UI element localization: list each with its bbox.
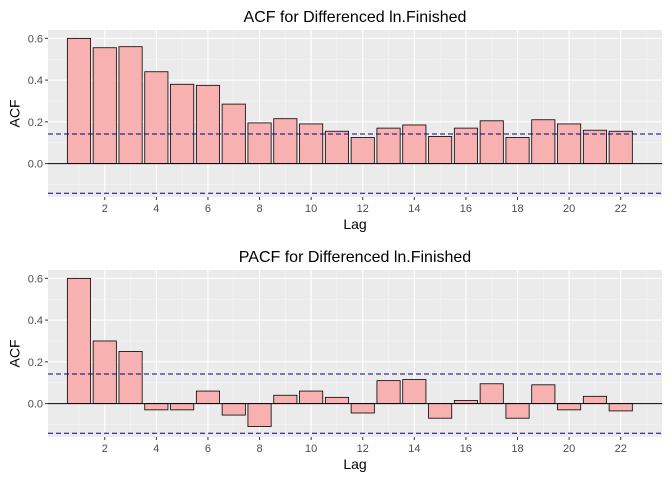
pacf-bar-lag-18 [505,403,530,419]
pacf-x-tick-label: 8 [256,443,262,455]
pacf-x-tick-label: 4 [153,443,159,455]
acf-x-tick-label: 16 [460,203,472,215]
pacf-bar-lag-9 [273,394,298,405]
acf-bar-lag-15 [428,136,453,164]
acf-bar-lag-5 [170,83,195,164]
acf-x-tick-label: 14 [408,203,420,215]
acf-bar-lag-3 [118,46,143,165]
acf-bar-lag-6 [195,84,220,164]
acf-x-tick-label: 10 [305,203,317,215]
acf-bar-lag-16 [453,127,478,165]
pacf-y-tick-label: 0.0 [28,399,43,411]
pacf-x-tick-label: 2 [102,443,108,455]
pacf-x-tick-label: 18 [511,443,523,455]
acf-chart: 0.0 0.2 0.4 0.6 2 4 6 8 10 12 14 16 18 20 22 ACF for D… [7,9,662,232]
pacf-bar-lag-7 [221,403,246,416]
acf-chart-title: ACF for Differenced ln.Finished [244,9,467,26]
acf-x-tick-label: 6 [205,203,211,215]
pacf-bar-lag-22 [608,403,633,412]
pacf-x-tick-label: 22 [615,443,627,455]
pacf-ticks: 0.0 0.2 0.4 0.6 2 4 6 8 10 12 14 16 18 20 22 [28,273,627,455]
pacf-x-tick-label: 12 [357,443,369,455]
acf-y-tick-label: 0.6 [28,33,43,45]
pacf-x-tick-label: 6 [205,443,211,455]
pacf-bar-lag-5 [170,403,195,411]
acf-x-tick-label: 4 [153,203,159,215]
pacf-bar-lag-1 [66,277,91,405]
pacf-bar-lag-17 [479,383,504,404]
acf-bar-lag-10 [299,123,324,164]
acf-bar-lag-8 [247,122,272,165]
pacf-y-tick-label: 0.2 [28,357,43,369]
pacf-y-tick-label: 0.6 [28,273,43,285]
acf-y-tick-label: 0.2 [28,117,43,129]
pacf-chart: 0.0 0.2 0.4 0.6 2 4 6 8 10 12 14 16 18 20 22 PACF for … [7,249,662,472]
pacf-bar-lag-20 [557,403,582,411]
acf-bar-lag-18 [505,137,530,165]
acf-bar-lag-22 [608,130,633,164]
acf-bar-lag-13 [376,127,401,165]
pacf-bar-lag-14 [402,379,427,405]
acf-x-tick-label: 8 [256,203,262,215]
acf-x-tick-label: 22 [615,203,627,215]
pacf-bar-lag-19 [531,384,556,405]
acf-bar-lag-9 [273,118,298,164]
acf-bar-lag-11 [324,130,349,164]
pacf-y-axis-label: ACF [7,340,23,368]
acf-bar-lag-12 [350,137,375,165]
acf-bar-lag-17 [479,120,504,165]
acf-bar-lag-20 [557,123,582,164]
pacf-x-tick-label: 14 [408,443,420,455]
pacf-bar-lag-6 [195,390,220,405]
pacf-x-tick-label: 20 [563,443,575,455]
acf-y-axis-label: ACF [7,100,23,128]
acf-ticks: 0.0 0.2 0.4 0.6 2 4 6 8 10 12 14 16 18 20 22 [28,33,627,215]
acf-bar-lag-4 [144,71,169,164]
pacf-x-axis-label: Lag [343,456,366,472]
pacf-bar-lag-15 [428,403,453,419]
acf-x-tick-label: 2 [102,203,108,215]
pacf-bar-lag-21 [582,395,607,405]
acf-y-tick-label: 0.4 [28,75,43,87]
acf-x-tick-label: 18 [511,203,523,215]
pacf-bar-lag-13 [376,380,401,405]
acf-x-tick-label: 20 [563,203,575,215]
acf-bar-lag-2 [92,47,117,164]
pacf-y-tick-label: 0.4 [28,315,43,327]
acf-x-axis-label: Lag [343,216,366,232]
pacf-bar-lag-4 [144,403,169,411]
pacf-bar-lag-8 [247,403,272,427]
acf-bar-lag-21 [582,129,607,164]
acf-bar-lag-14 [402,124,427,164]
pacf-bar-lag-2 [92,340,117,405]
acf-y-tick-label: 0.0 [28,159,43,171]
acf-x-tick-label: 12 [357,203,369,215]
pacf-reference-lines [48,373,662,434]
pacf-bar-lag-10 [299,390,324,405]
pacf-bar-lag-12 [350,403,375,414]
pacf-bar-lag-11 [324,396,349,404]
pacf-bar-lag-3 [118,351,143,405]
acf-bar-lag-1 [66,37,91,164]
acf-reference-lines [48,133,662,194]
pacf-x-tick-label: 16 [460,443,472,455]
pacf-x-tick-label: 10 [305,443,317,455]
pacf-chart-title: PACF for Differenced ln.Finished [239,249,471,266]
pacf-bars [66,277,633,427]
acf-bar-lag-19 [531,119,556,164]
